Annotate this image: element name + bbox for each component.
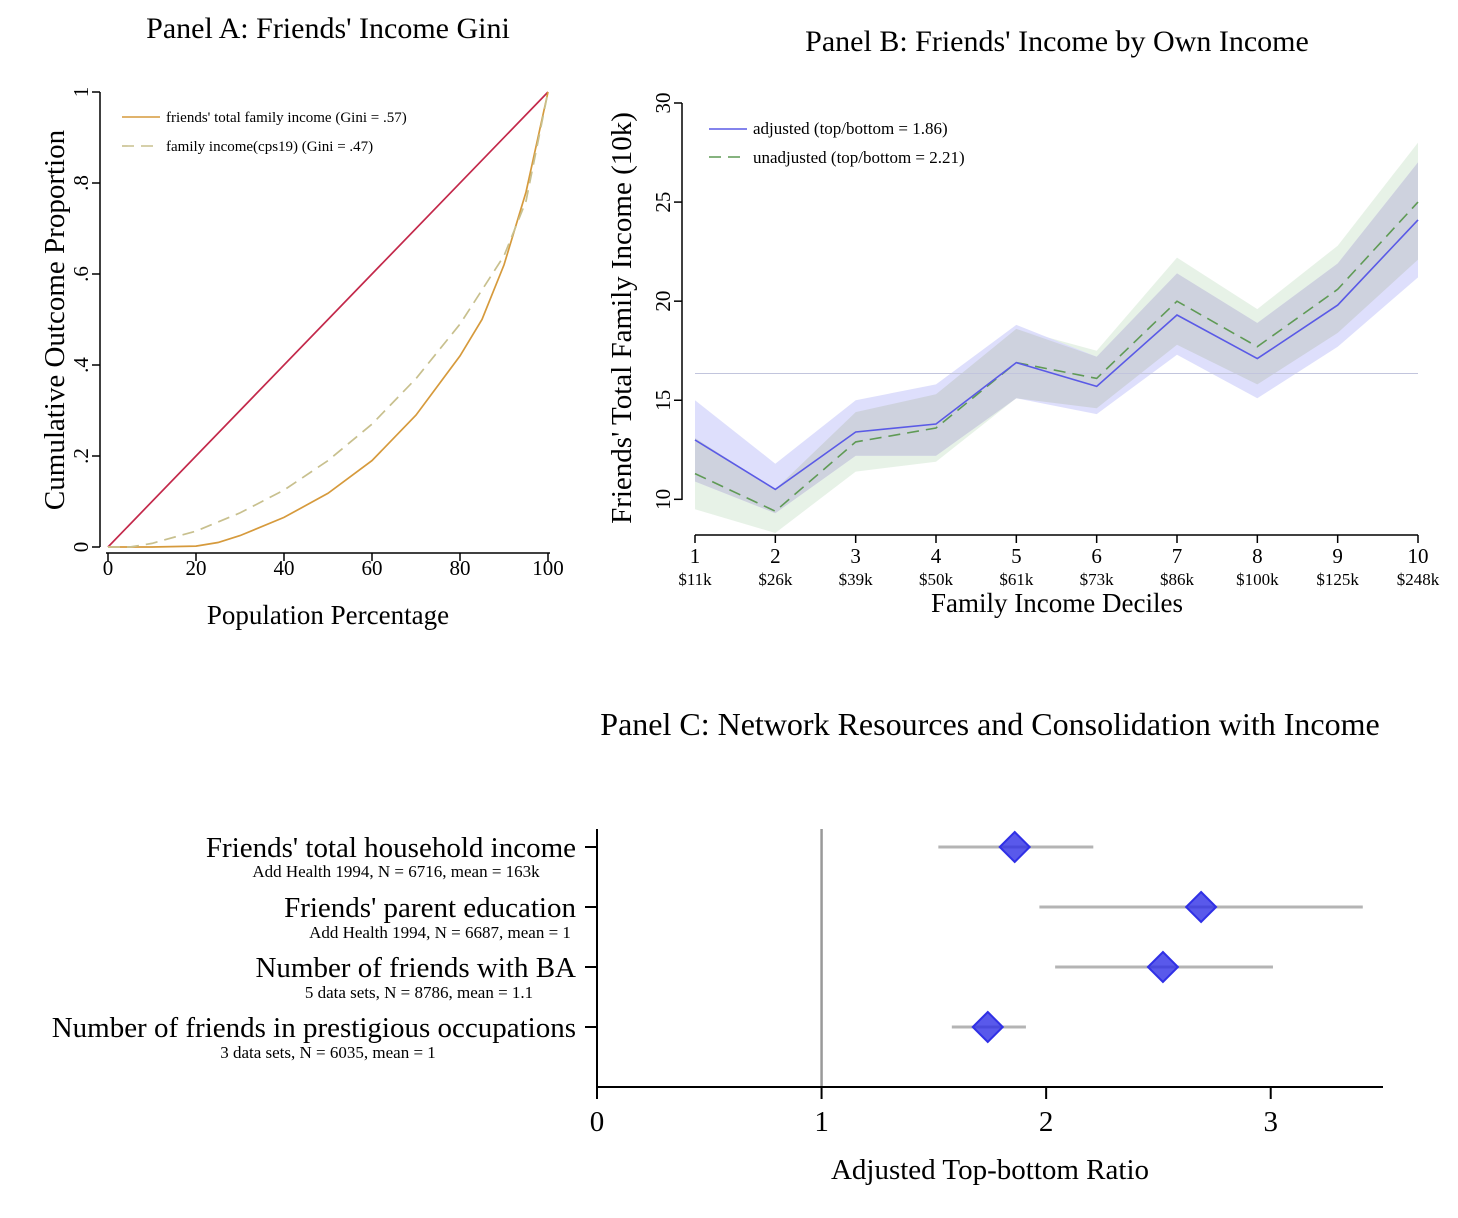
- panel-a-y-tick-label: .8: [69, 175, 93, 191]
- panel-b-income-decile-chart: Panel B: Friends' Income by Own Income F…: [606, 25, 1440, 618]
- panel-b-x-tick-income: $100k: [1236, 570, 1279, 589]
- panel-a-x-tick-label: 60: [362, 556, 383, 580]
- panel-b-y-tick-label: 10: [651, 489, 675, 510]
- panel-a-y-tick-label: 1: [69, 87, 93, 98]
- panel-c-estimate-marker: [1184, 890, 1218, 924]
- panel-b-x-axis-label: Family Income Deciles: [931, 588, 1183, 618]
- panel-c-x-tick-label: 1: [814, 1106, 829, 1138]
- panel-b-x-tick-label: 4: [931, 544, 942, 568]
- panel-b-x-tick-label: 2: [770, 544, 781, 568]
- panel-a-y-tick-label: .2: [69, 448, 93, 464]
- panel-b-y-tick-label: 15: [651, 390, 675, 411]
- row-friends-with-ba: Number of friends with BA 5 data sets, N…: [255, 952, 576, 1002]
- panel-b-ci-overlap: [695, 162, 1418, 514]
- panel-b-x-tick-income: $11k: [678, 570, 712, 589]
- panel-b-x-tick-label: 6: [1091, 544, 1102, 568]
- panel-b-legend: adjusted (top/bottom = 1.86) unadjusted …: [709, 119, 965, 167]
- row-friends-parent-education: Friends' parent education Add Health 199…: [284, 892, 576, 942]
- panel-c-estimate-marker: [971, 1010, 1005, 1044]
- panel-c-title: Panel C: Network Resources and Consolida…: [600, 706, 1379, 742]
- panel-a-x-tick-label: 40: [274, 556, 295, 580]
- panel-c-ratio-dot-plot: Panel C: Network Resources and Consolida…: [52, 706, 1383, 1186]
- row-friends-prestigious-occupations: Number of friends in prestigious occupat…: [52, 1012, 576, 1062]
- panel-b-x-tick-label: 8: [1252, 544, 1263, 568]
- panel-b-x-tick-income: $248k: [1397, 570, 1440, 589]
- row-label: Number of friends in prestigious occupat…: [52, 1012, 576, 1044]
- panel-a-series-equality: [107, 91, 549, 548]
- panel-b-x-tick-label: 5: [1011, 544, 1022, 568]
- panel-b-y-tick-label: 20: [651, 291, 675, 312]
- panel-a-x-tick-label: 100: [532, 556, 564, 580]
- legend-label-adjusted: adjusted (top/bottom = 1.86): [753, 119, 948, 138]
- panel-a-x-tick-label: 80: [450, 556, 471, 580]
- panel-b-x-tick-label: 10: [1408, 544, 1429, 568]
- panel-b-x-tick-income: $125k: [1316, 570, 1359, 589]
- panel-a-series-friends: [108, 91, 549, 548]
- legend-label-unadjusted: unadjusted (top/bottom = 2.21): [753, 148, 965, 167]
- row-sublabel: Add Health 1994, N = 6687, mean = 1: [309, 923, 571, 942]
- panel-a-y-axis-label: Cumulative Outcome Proportion: [39, 129, 71, 510]
- row-label: Number of friends with BA: [255, 952, 576, 984]
- panel-c-estimate-marker: [998, 830, 1032, 864]
- panel-b-x-tick-income: $39k: [839, 570, 874, 589]
- panel-b-y-tick-label: 30: [651, 93, 675, 114]
- panel-b-x-tick-label: 9: [1332, 544, 1343, 568]
- panel-a-title: Panel A: Friends' Income Gini: [146, 12, 510, 45]
- panel-b-x-tick-label: 7: [1172, 544, 1183, 568]
- panel-c-estimate-marker: [1146, 950, 1180, 984]
- legend-label-friends-income: friends' total family income (Gini = .57…: [166, 110, 407, 126]
- panel-c-x-tick-label: 2: [1039, 1106, 1054, 1138]
- row-sublabel: Add Health 1994, N = 6716, mean = 163k: [252, 862, 540, 881]
- panel-a-y-tick-label: .4: [69, 357, 93, 373]
- row-label: Friends' parent education: [284, 892, 576, 924]
- panel-a-legend: friends' total family income (Gini = .57…: [122, 110, 407, 155]
- panel-a-lorenz-chart: Panel A: Friends' Income Gini Cumulative…: [39, 12, 564, 630]
- panel-b-x-tick-income: $73k: [1080, 570, 1115, 589]
- panel-b-y-tick-label: 25: [651, 192, 675, 213]
- panel-b-x-tick-income: $86k: [1160, 570, 1195, 589]
- panel-c-x-tick-label: 3: [1263, 1106, 1278, 1138]
- row-friends-household-income: Friends' total household income Add Heal…: [206, 832, 576, 881]
- panel-c-x-tick-label: 0: [590, 1106, 605, 1138]
- panel-a-y-tick-label: .6: [69, 266, 93, 282]
- panel-b-x-tick-label: 3: [850, 544, 861, 568]
- panel-b-title: Panel B: Friends' Income by Own Income: [805, 25, 1309, 58]
- panel-a-x-axis-label: Population Percentage: [207, 600, 449, 630]
- panel-a-x-tick-label: 0: [103, 556, 114, 580]
- panel-b-x-tick-income: $50k: [919, 570, 954, 589]
- row-sublabel: 5 data sets, N = 8786, mean = 1.1: [305, 983, 533, 1002]
- panel-b-series-unadjusted: [694, 201, 1419, 513]
- row-sublabel: 3 data sets, N = 6035, mean = 1: [220, 1043, 436, 1062]
- panel-a-x-tick-label: 20: [186, 556, 207, 580]
- panel-b-series-adjusted: [694, 219, 1419, 491]
- panel-c-x-axis-label: Adjusted Top-bottom Ratio: [831, 1154, 1149, 1186]
- panel-b-x-tick-label: 1: [690, 544, 701, 568]
- row-label: Friends' total household income: [206, 832, 576, 864]
- panel-b-y-axis-label: Friends' Total Family Income (10k): [606, 112, 638, 524]
- panel-a-series-cps: [108, 91, 549, 548]
- legend-label-cps-income: family income(cps19) (Gini = .47): [166, 139, 373, 155]
- panel-b-x-tick-income: $26k: [758, 570, 793, 589]
- panel-b-x-tick-income: $61k: [999, 570, 1034, 589]
- panel-a-y-tick-label: 0: [69, 542, 93, 553]
